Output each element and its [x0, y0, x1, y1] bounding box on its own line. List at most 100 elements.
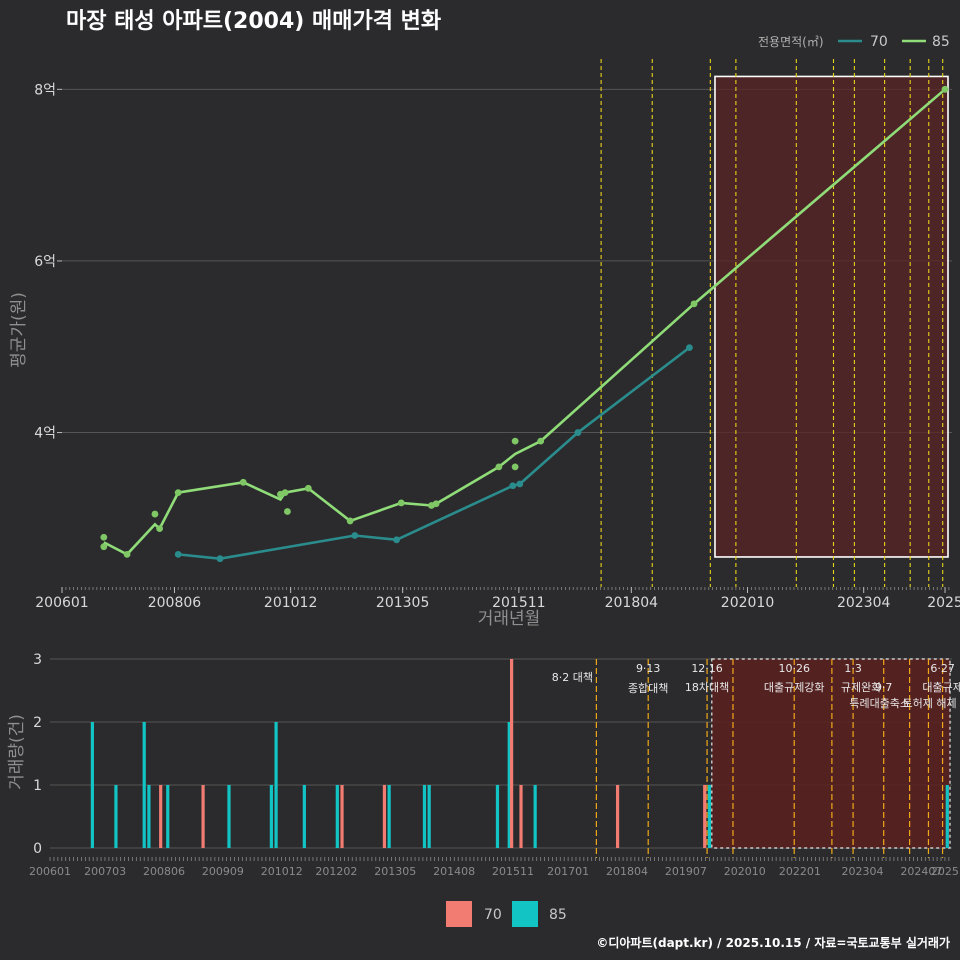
bar-85 [227, 785, 231, 848]
x-tick-label: 202010 [721, 595, 774, 611]
data-point-70 [509, 482, 517, 490]
top-y-axis-title: 평균가(원) [9, 292, 29, 368]
bar-70 [519, 785, 523, 848]
bar-y-tick-label: 0 [33, 841, 42, 857]
policy-label: 대출규제 [922, 681, 960, 694]
policy-date: 9·13 [636, 662, 661, 675]
bar-x-tick-label: 201804 [606, 865, 648, 878]
data-point-70 [516, 480, 524, 488]
data-point-85 [346, 517, 354, 525]
legend-label-85: 85 [932, 34, 950, 50]
bar-70 [340, 785, 344, 848]
bar-85 [166, 785, 170, 848]
bar-x-tick-label: 201408 [433, 865, 475, 878]
data-point-85 [511, 437, 519, 445]
policy-label: 규제완화 [841, 681, 881, 694]
y-tick-label: 6억 [34, 254, 56, 270]
bar-85 [427, 785, 431, 848]
top-legend: 전용면적(㎡) 70 85 [758, 34, 950, 50]
bar-x-tick-label: 202010 [724, 865, 766, 878]
policy-label: 종합대책 [628, 682, 668, 695]
data-point-85 [537, 437, 545, 445]
data-point-85 [690, 300, 698, 308]
bar-x-tick-label: 200806 [143, 865, 185, 878]
data-point-85 [100, 533, 108, 541]
bar-x-tick-label: 2025 [931, 865, 959, 878]
bar-x-tick-label: 202407 [900, 865, 942, 878]
bar-85 [707, 785, 712, 848]
bar-85 [142, 722, 146, 848]
data-point-70 [351, 532, 359, 539]
volume-chart-panel: 0 1 2 3 8·2 대책 9·13 종합대책 12·16 18차대책 10·26 대출규제강화 1… [29, 652, 960, 878]
bar-85 [495, 785, 500, 848]
bar-x-tick-label: 200909 [202, 865, 244, 878]
bar-85 [274, 722, 278, 848]
bar-x-tick-label: 201907 [665, 865, 707, 878]
top-x-axis-title: 거래년월 [478, 609, 541, 629]
bottom-legend-label-85: 85 [549, 907, 567, 923]
policy-date: 9·7 [875, 681, 893, 694]
bar-85 [507, 722, 511, 848]
bar-x-tick-label: 201511 [492, 865, 534, 878]
bar-x-tick-label: 200601 [29, 865, 71, 878]
policy-date: 6·27 [930, 662, 955, 675]
bar-70 [615, 785, 620, 848]
bar-85 [114, 785, 118, 848]
x-tick-label: 201305 [376, 595, 429, 611]
policy-label: 대출규제강화 [764, 681, 825, 694]
data-point-70 [216, 555, 224, 563]
legend-swatch-85 [512, 901, 538, 927]
data-point-85 [151, 510, 159, 518]
legend-title: 전용면적(㎡) [758, 35, 824, 49]
bar-y-tick-label: 3 [33, 652, 42, 668]
bar-70 [509, 659, 514, 848]
bar-x-tick-label: 202304 [842, 865, 884, 878]
x-tick-label: 201804 [605, 595, 659, 611]
data-point-70 [574, 429, 582, 436]
bar-70 [703, 785, 707, 848]
bar-70 [201, 785, 205, 848]
data-point-85 [495, 463, 503, 471]
x-tick-label: 200806 [148, 595, 202, 611]
bar-85 [335, 785, 339, 848]
policy-label: 18차대책 [685, 681, 729, 694]
bar-y-tick-label: 2 [33, 715, 42, 731]
data-point-85 [511, 463, 519, 471]
bar-70 [159, 785, 163, 848]
data-point-85 [941, 85, 949, 93]
credit-text: ©디아파트(dapt.kr) / 2025.10.15 / 자료=국토교통부 실… [596, 935, 950, 950]
data-point-70 [686, 344, 693, 351]
x-tick-label: 202304 [837, 595, 891, 611]
legend-label-70: 70 [870, 34, 888, 50]
bar-85 [269, 785, 273, 848]
bar-85 [533, 785, 537, 848]
bar-x-tick-label: 201012 [261, 865, 303, 878]
bar-70 [382, 785, 387, 848]
bar-85 [90, 722, 94, 848]
bar-85 [147, 785, 151, 848]
data-point-85 [123, 550, 131, 558]
policy-label: 8·2 대책 [552, 671, 593, 684]
policy-label: 토허제 해제 [903, 696, 957, 710]
bar-y-tick-label: 1 [33, 778, 42, 794]
x-tick-label: 201511 [492, 595, 545, 611]
bar-highlight-region [711, 658, 951, 849]
policy-label: 특례대출축소 [849, 697, 910, 710]
x-tick-label: 2025 [927, 595, 960, 611]
bottom-y-axis-title: 거래량(건) [7, 714, 27, 790]
x-tick-label: 201012 [264, 595, 317, 611]
bar-x-tick-label: 201701 [547, 865, 589, 878]
data-point-85 [432, 500, 440, 508]
highlight-region [714, 75, 949, 558]
data-point-70 [393, 536, 401, 544]
y-tick-label: 8억 [34, 82, 56, 98]
bar-x-tick-label: 201202 [315, 865, 357, 878]
chart-title: 마장 태성 아파트(2004) 매매가격 변화 [66, 9, 441, 34]
bar-85 [387, 785, 391, 848]
bottom-legend-label-70: 70 [484, 907, 502, 923]
data-point-85 [284, 508, 291, 515]
series-line-70 [178, 346, 691, 560]
bar-85 [422, 785, 427, 848]
bar-85 [945, 785, 949, 848]
